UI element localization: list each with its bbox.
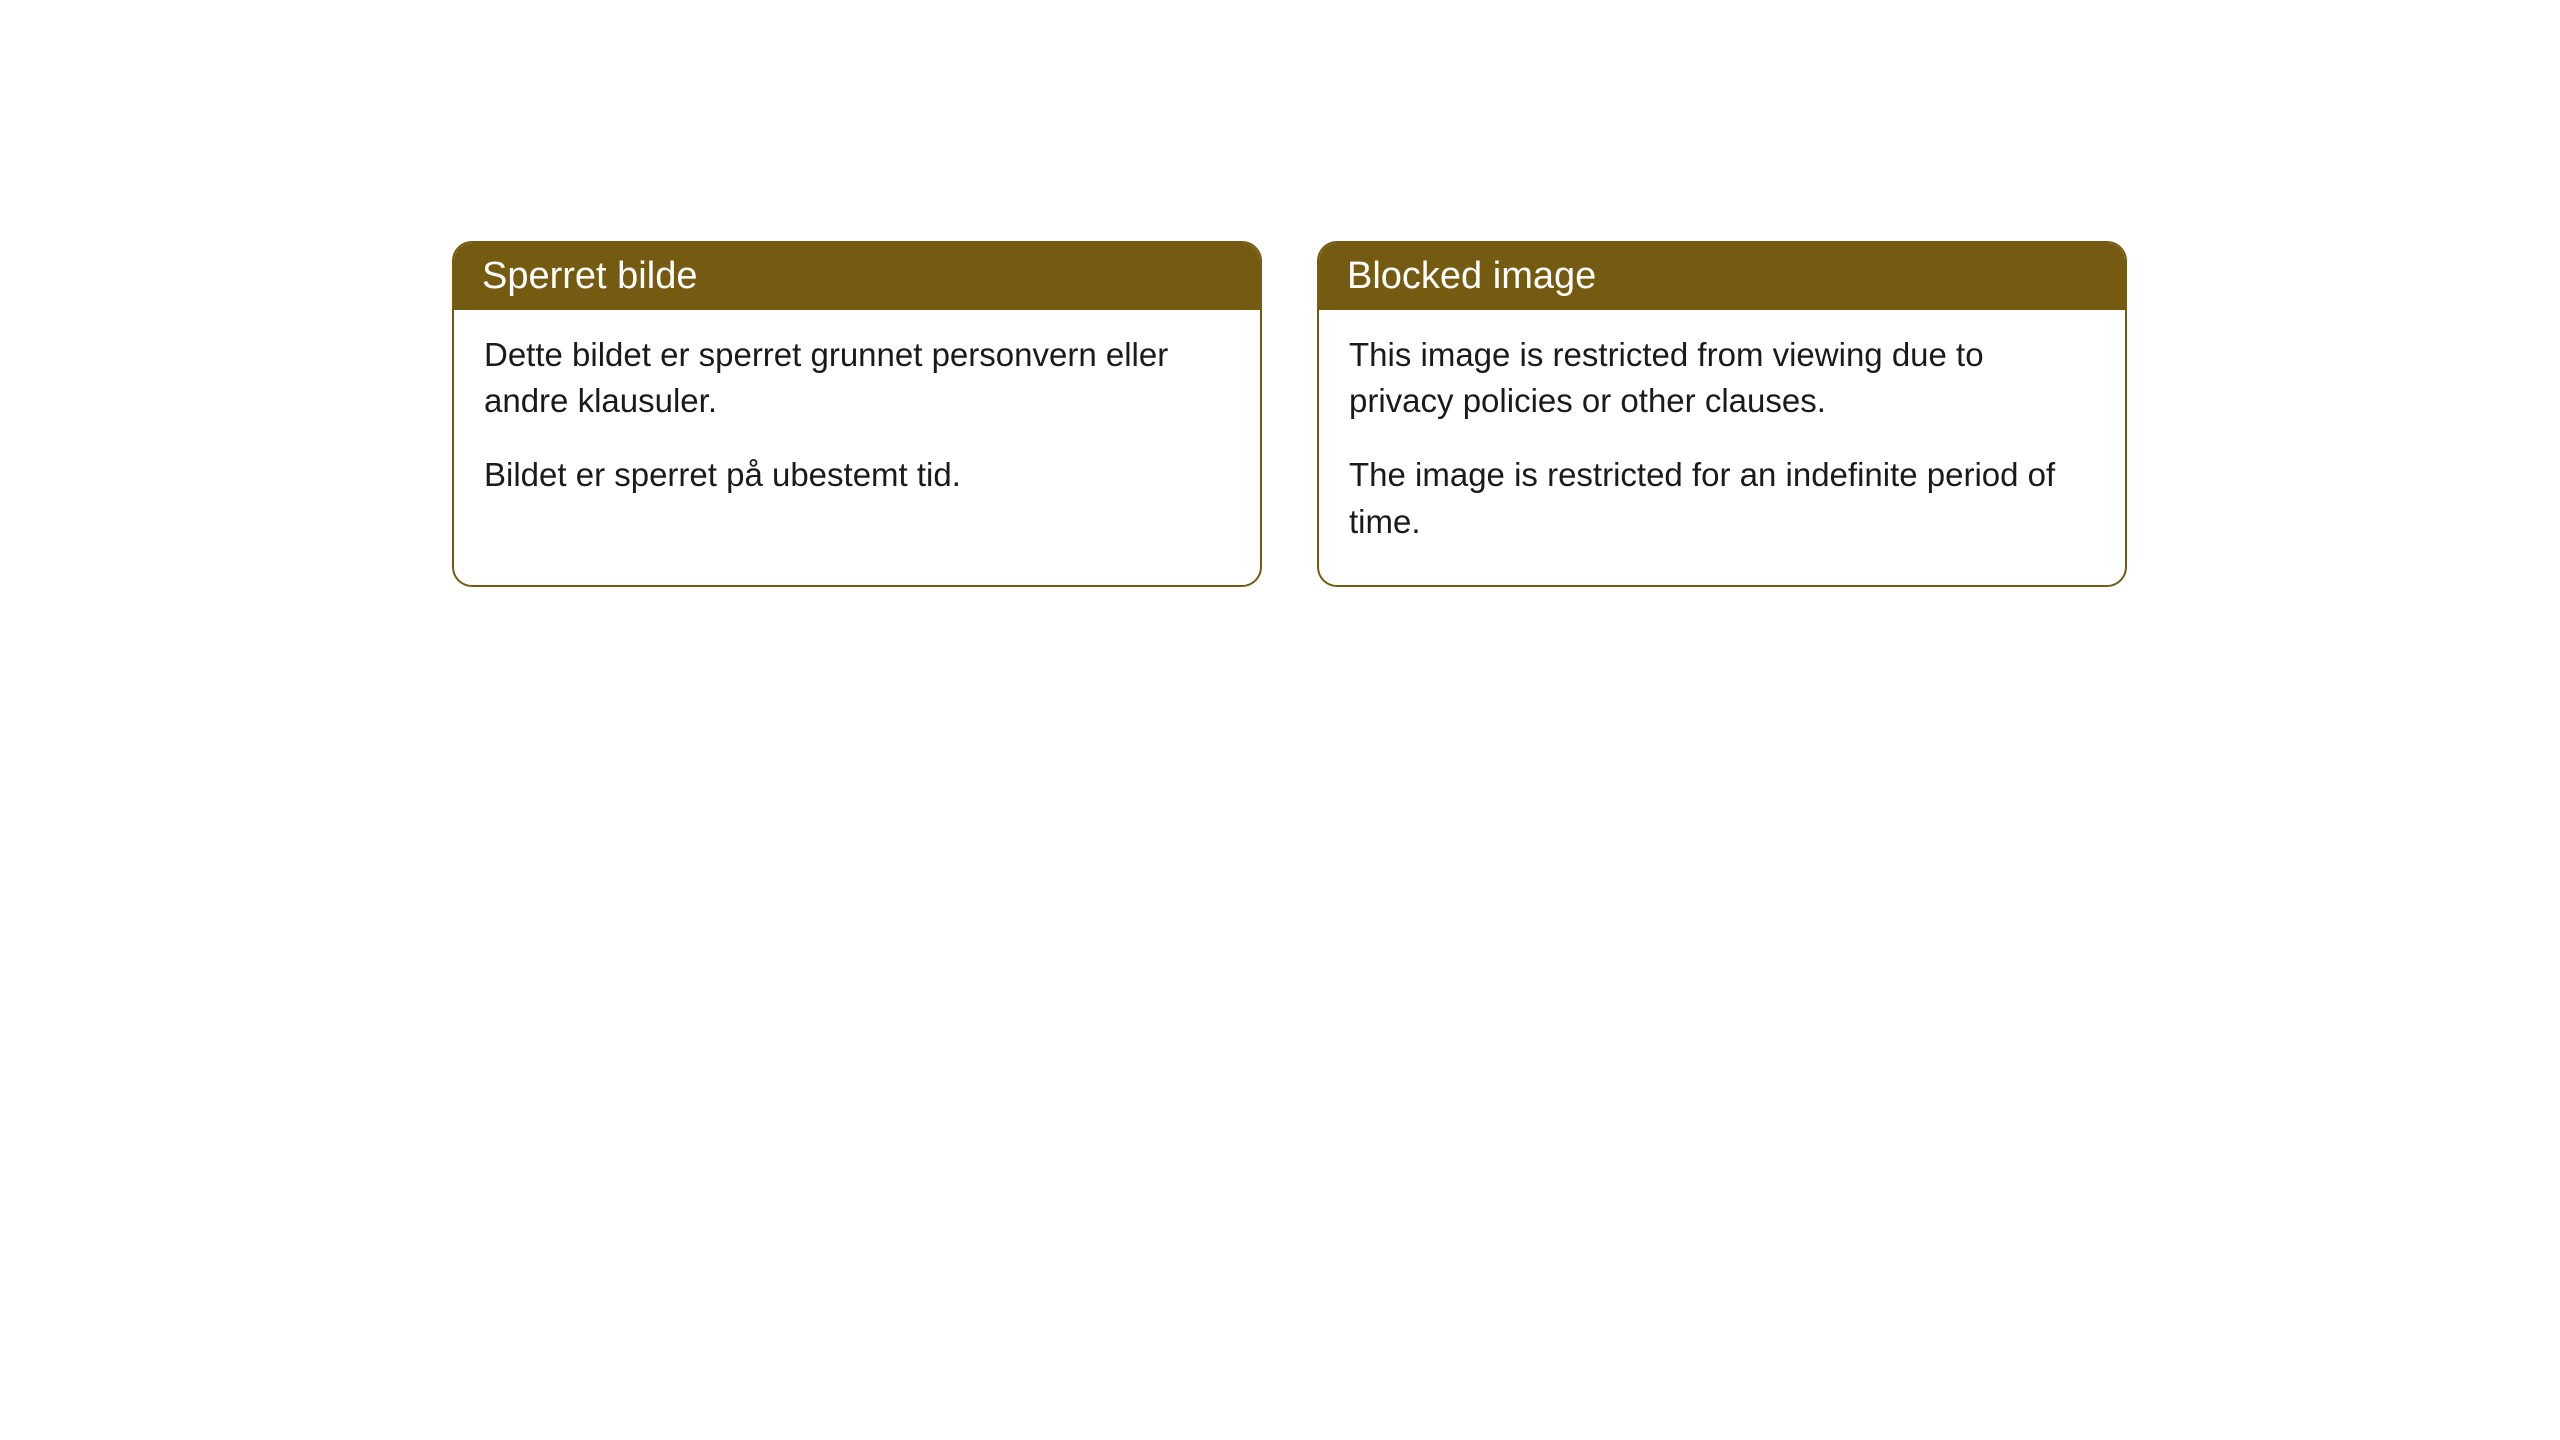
blocked-image-card-en: Blocked image This image is restricted f… — [1317, 241, 2127, 587]
card-paragraph-2-no: Bildet er sperret på ubestemt tid. — [484, 452, 1230, 498]
card-paragraph-2-en: The image is restricted for an indefinit… — [1349, 452, 2095, 544]
card-paragraph-1-no: Dette bildet er sperret grunnet personve… — [484, 332, 1230, 424]
card-body-en: This image is restricted from viewing du… — [1319, 310, 2125, 585]
blocked-image-card-no: Sperret bilde Dette bildet er sperret gr… — [452, 241, 1262, 587]
card-header-en: Blocked image — [1319, 243, 2125, 310]
card-header-no: Sperret bilde — [454, 243, 1260, 310]
card-body-no: Dette bildet er sperret grunnet personve… — [454, 310, 1260, 539]
card-paragraph-1-en: This image is restricted from viewing du… — [1349, 332, 2095, 424]
notice-cards-container: Sperret bilde Dette bildet er sperret gr… — [452, 241, 2127, 587]
